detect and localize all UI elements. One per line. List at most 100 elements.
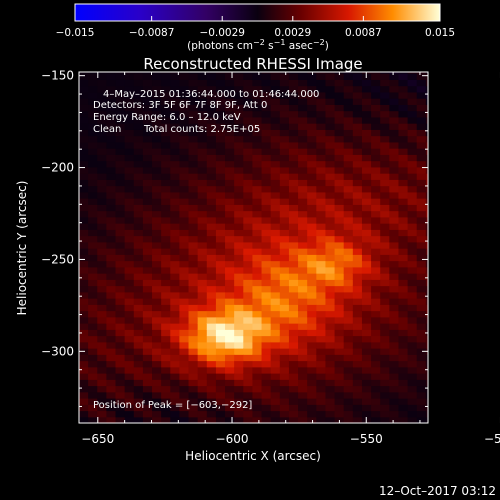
heatmap-cell bbox=[361, 354, 372, 362]
heatmap-cell bbox=[279, 223, 290, 230]
heatmap-cell bbox=[243, 235, 254, 243]
heatmap-cell bbox=[133, 416, 144, 423]
heatmap-cell bbox=[325, 229, 336, 237]
heatmap-cell bbox=[225, 348, 235, 355]
heatmap-cell bbox=[206, 373, 217, 380]
heatmap-cell bbox=[170, 116, 181, 124]
heatmap-cell bbox=[352, 391, 363, 399]
heatmap-cell bbox=[124, 316, 135, 324]
heatmap-cell bbox=[270, 304, 281, 312]
heatmap-cell bbox=[234, 216, 244, 224]
heatmap-cell bbox=[234, 310, 244, 318]
heatmap-cell bbox=[352, 73, 363, 80]
heatmap-cell bbox=[234, 266, 244, 274]
heatmap-cell bbox=[188, 241, 199, 249]
heatmap-cell bbox=[425, 304, 428, 312]
heatmap-cell bbox=[215, 166, 226, 174]
heatmap-cell bbox=[243, 285, 254, 293]
heatmap-cell bbox=[243, 341, 254, 349]
heatmap-cell bbox=[215, 98, 226, 105]
heatmap-cell bbox=[161, 104, 171, 112]
heatmap-cell bbox=[115, 104, 126, 112]
heatmap-cell bbox=[325, 329, 336, 337]
heatmap-cell bbox=[361, 235, 372, 243]
heatmap-cell bbox=[371, 266, 381, 274]
heatmap-cell bbox=[97, 235, 107, 243]
heatmap-cell bbox=[261, 348, 272, 355]
heatmap-cell bbox=[407, 141, 418, 149]
heatmap-cell bbox=[298, 216, 308, 224]
heatmap-cell bbox=[88, 204, 98, 212]
heatmap-cell bbox=[179, 373, 190, 380]
counts-text: Total counts: 2.75E+05 bbox=[143, 124, 260, 135]
heatmap-cell bbox=[371, 229, 381, 237]
heatmap-cell bbox=[407, 210, 418, 218]
heatmap-cell bbox=[371, 179, 381, 187]
heatmap-cell bbox=[361, 279, 372, 287]
heatmap-cell bbox=[115, 379, 126, 387]
heatmap-cell bbox=[152, 279, 162, 287]
heatmap-cell bbox=[225, 354, 235, 362]
heatmap-cell bbox=[288, 304, 299, 312]
heatmap-cell bbox=[316, 135, 327, 143]
heatmap-cell bbox=[142, 129, 153, 137]
heatmap-cell bbox=[270, 279, 281, 287]
heatmap-cell bbox=[179, 173, 190, 180]
colorbar-tick-label: −0.015 bbox=[56, 27, 95, 39]
heatmap-cell bbox=[389, 341, 400, 349]
heatmap-cell bbox=[152, 148, 162, 155]
heatmap-cell bbox=[425, 135, 428, 143]
heatmap-cell bbox=[334, 148, 345, 155]
heatmap-cell bbox=[188, 166, 199, 174]
heatmap-cell bbox=[307, 173, 317, 180]
heatmap-cell bbox=[234, 73, 244, 80]
heatmap-cell bbox=[407, 329, 418, 337]
heatmap-cell bbox=[197, 129, 208, 137]
heatmap-cell bbox=[97, 185, 107, 193]
heatmap-cell bbox=[142, 98, 153, 105]
heatmap-cell bbox=[334, 166, 345, 174]
heatmap-cell bbox=[371, 373, 381, 380]
heatmap-cell bbox=[398, 279, 409, 287]
heatmap-cell bbox=[179, 254, 190, 262]
heatmap-cell bbox=[197, 135, 208, 143]
heatmap-cell bbox=[106, 304, 117, 312]
heatmap-cell bbox=[416, 79, 427, 87]
heatmap-cell bbox=[261, 398, 272, 405]
heatmap-cell bbox=[407, 91, 418, 99]
heatmap-cell bbox=[398, 223, 409, 230]
heatmap-cell bbox=[170, 110, 181, 118]
heatmap-cell bbox=[225, 329, 235, 337]
heatmap-cell bbox=[215, 123, 226, 130]
heatmap-cell bbox=[179, 385, 190, 393]
heatmap-cell bbox=[79, 273, 89, 280]
heatmap-cell bbox=[325, 241, 336, 249]
heatmap-cell bbox=[188, 72, 199, 74]
heatmap-cell bbox=[389, 304, 400, 312]
heatmap-cell bbox=[371, 166, 381, 174]
heatmap-cell bbox=[298, 72, 308, 74]
heatmap-cell bbox=[316, 410, 327, 418]
heatmap-cell bbox=[179, 404, 190, 412]
heatmap-cell bbox=[398, 210, 409, 218]
heatmap-cell bbox=[234, 135, 244, 143]
heatmap-cell bbox=[243, 273, 254, 280]
heatmap-cell bbox=[279, 291, 290, 299]
heatmap-cell bbox=[270, 91, 281, 99]
heatmap-cell bbox=[124, 323, 135, 330]
heatmap-cell bbox=[88, 366, 98, 374]
heatmap-cell bbox=[307, 391, 317, 399]
heatmap-cell bbox=[389, 148, 400, 155]
heatmap-cell bbox=[361, 241, 372, 249]
heatmap-cell bbox=[288, 391, 299, 399]
heatmap-cell bbox=[79, 391, 89, 399]
heatmap-cell bbox=[142, 248, 153, 255]
heatmap-cell bbox=[124, 254, 135, 262]
heatmap-cell bbox=[206, 154, 217, 162]
heatmap-cell bbox=[325, 179, 336, 187]
heatmap-cell bbox=[407, 323, 418, 330]
heatmap-cell bbox=[106, 279, 117, 287]
heatmap-cell bbox=[316, 148, 327, 155]
heatmap-cell bbox=[361, 285, 372, 293]
heatmap-cell bbox=[133, 348, 144, 355]
